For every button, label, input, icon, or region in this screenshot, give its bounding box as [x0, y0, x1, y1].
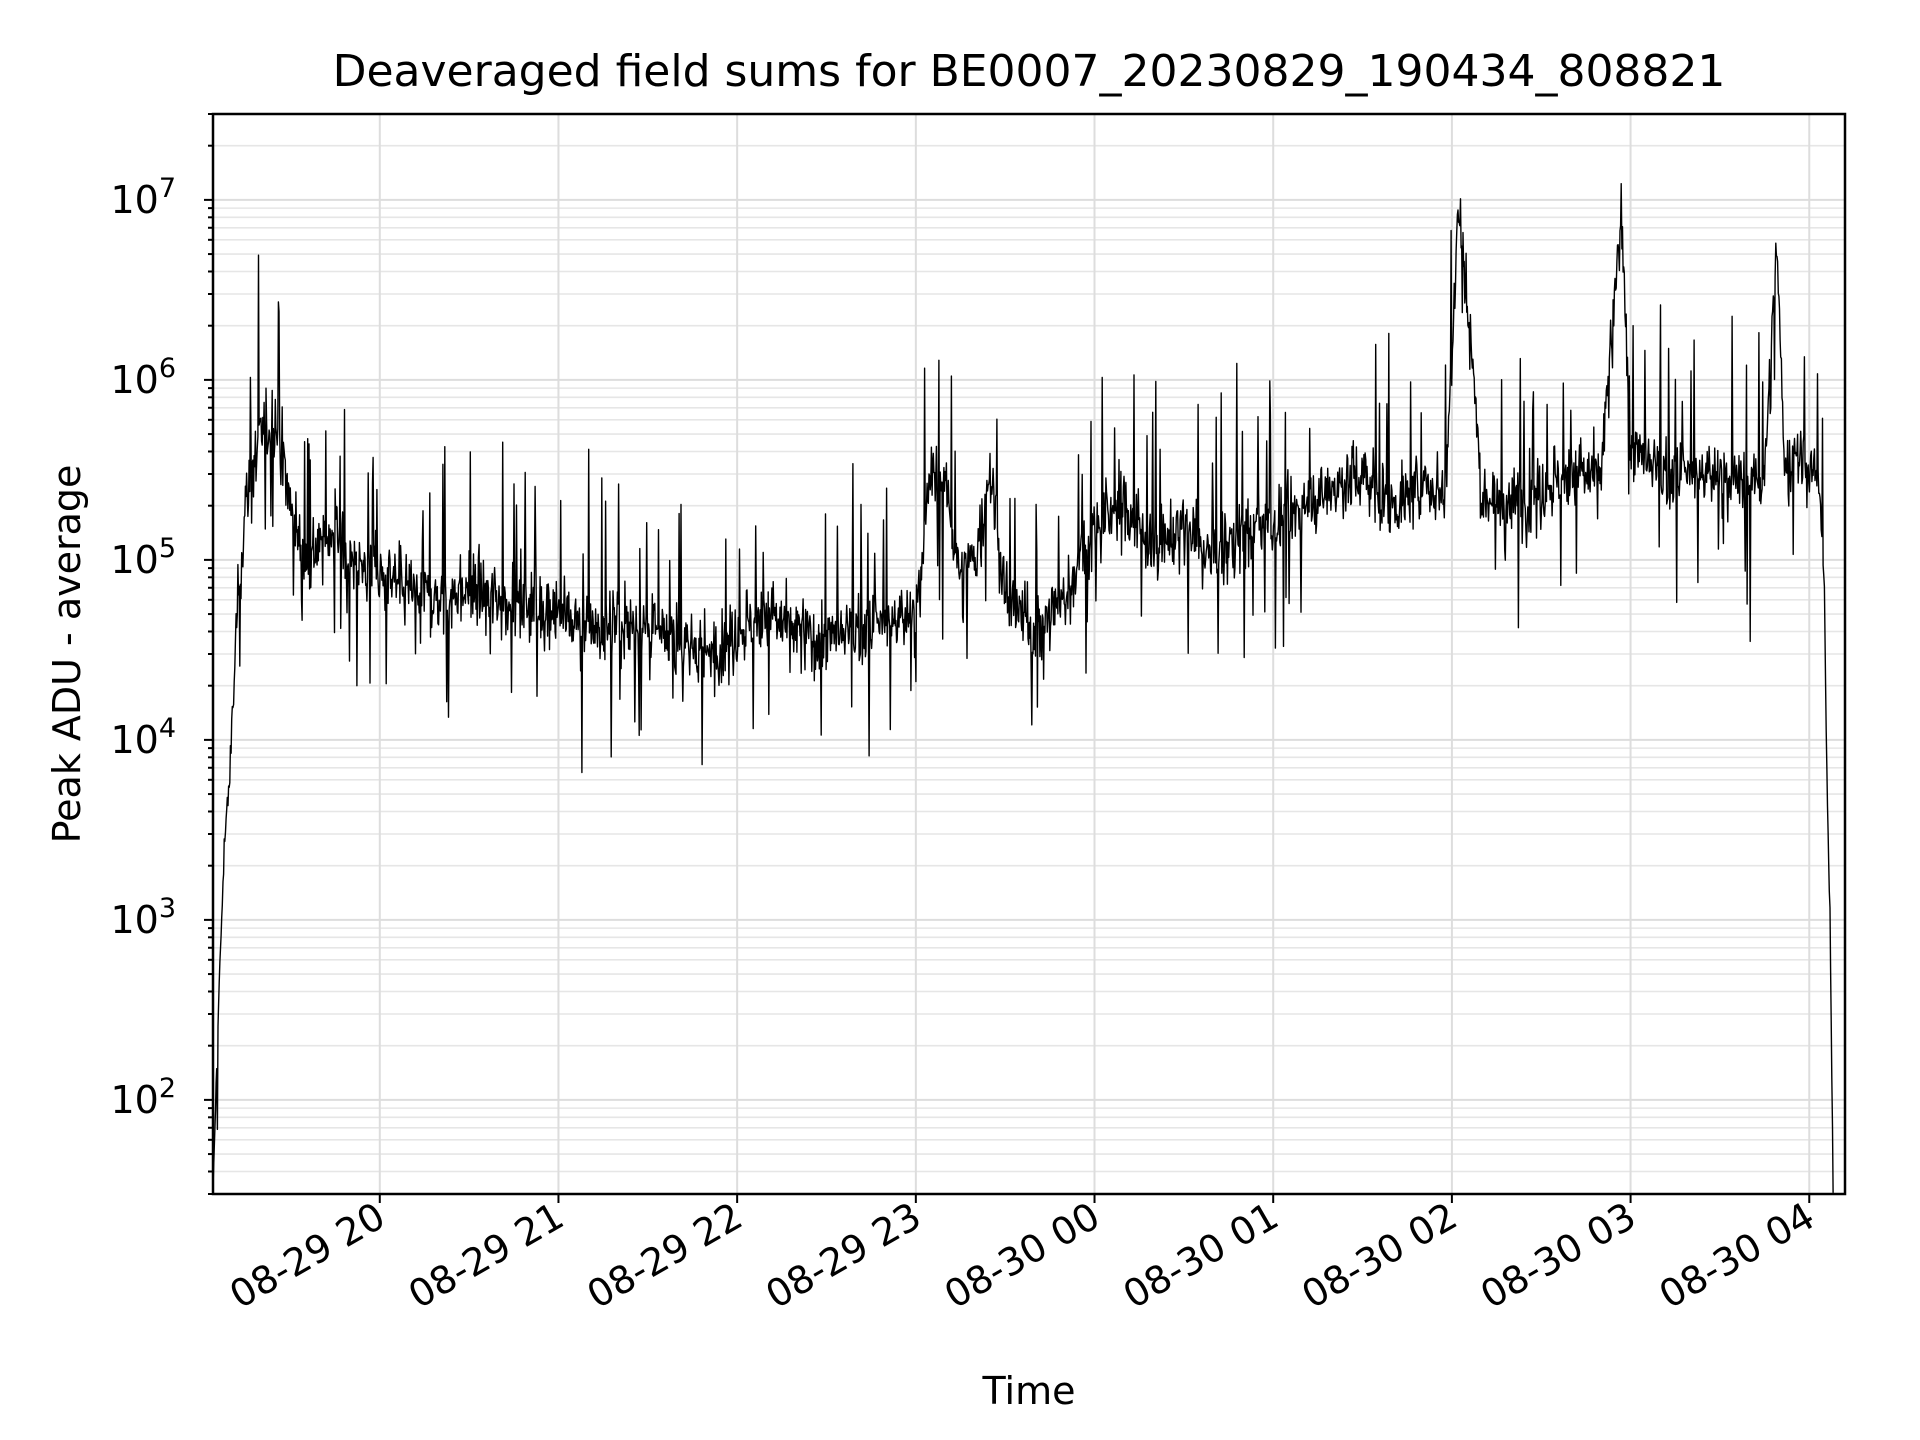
chart-title: Deaveraged field sums for BE0007_2023082… [333, 46, 1726, 97]
plot-area [213, 183, 1834, 1193]
y-tick-label: 104 [110, 713, 176, 762]
x-axis-label: Time [982, 1369, 1076, 1413]
series-line [213, 183, 1834, 1193]
y-tick-label: 106 [110, 353, 176, 402]
y-tick-label: 102 [110, 1073, 176, 1122]
y-tick-label: 103 [110, 893, 176, 942]
y-axis-label: Peak ADU - average [45, 465, 89, 844]
y-tick-label: 105 [110, 533, 176, 582]
y-tick-label: 107 [110, 173, 176, 222]
grid [213, 113, 1845, 1195]
y-axis: 102 103 104 105 106 107 [110, 113, 213, 1195]
